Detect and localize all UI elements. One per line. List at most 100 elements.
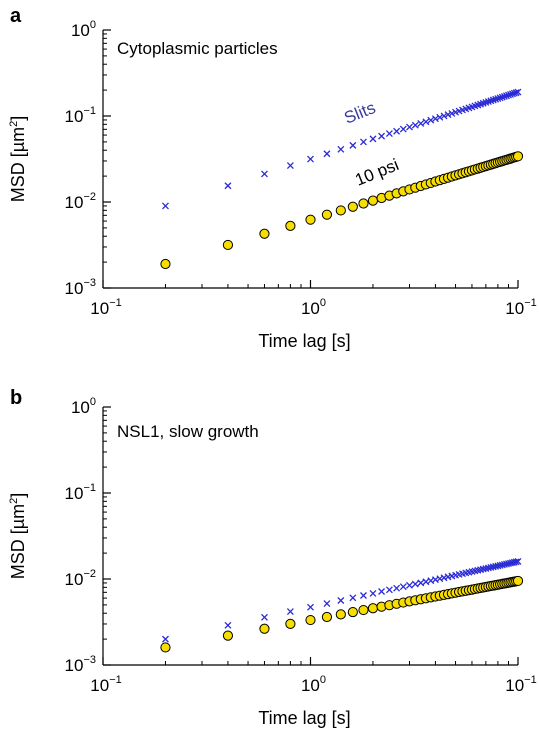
data-point-cross [508, 90, 516, 98]
x-tick-label: 10−1 [90, 297, 121, 318]
y-axis-title-close: ] [8, 116, 28, 121]
y-tick-label: 10−3 [65, 654, 96, 675]
data-point-cross [417, 119, 425, 127]
series-label: 10 psi [352, 155, 401, 190]
data-point-circle [160, 258, 171, 270]
y-axis-title: MSD [µm2] [8, 493, 28, 580]
y-tick-label-base: 10 [65, 484, 84, 503]
y-axis-title-main: MSD [µm [8, 504, 28, 579]
data-point-cross [261, 613, 268, 621]
y-tick-label-exponent: −3 [83, 654, 96, 666]
data-point-cross [307, 155, 314, 163]
data-point-circle [335, 609, 346, 620]
y-tick-label-base: 10 [71, 21, 90, 40]
data-point-cross [261, 170, 268, 178]
data-point-cross [385, 586, 393, 594]
x-tick-label-exponent: 0 [320, 297, 326, 309]
y-tick-label-base: 10 [65, 570, 84, 589]
data-point-cross [385, 130, 393, 138]
data-point-cross [514, 557, 522, 565]
data-point-cross [444, 111, 452, 119]
panel-annotation: NSL1, slow growth [117, 422, 259, 441]
y-tick-label: 10−2 [65, 191, 96, 212]
y-tick-label-base: 10 [65, 193, 84, 212]
data-point-circle [358, 604, 369, 616]
data-point-circle [347, 606, 358, 618]
data-point-circle [347, 201, 358, 212]
data-point-cross [498, 93, 506, 101]
x-axis-title: Time lag [s] [258, 331, 350, 351]
x-tick-label-base: 10 [301, 676, 320, 695]
x-tick-label-exponent: 0 [320, 674, 326, 686]
data-point-cross [307, 603, 314, 611]
data-point-cross [514, 88, 522, 96]
panel-label: a [10, 5, 22, 27]
data-point-cross [399, 125, 407, 133]
data-point-circle [259, 623, 270, 634]
y-axis-title-close: ] [8, 493, 28, 498]
data-point-cross [507, 90, 514, 98]
series-circles [160, 575, 524, 653]
data-point-circle [335, 205, 346, 216]
data-point-circle [285, 220, 296, 231]
data-point-cross [162, 202, 169, 210]
y-tick-label-base: 10 [65, 656, 84, 675]
panel-label: b [10, 387, 22, 409]
y-tick-label-exponent: −2 [83, 191, 96, 203]
data-point-cross [406, 581, 413, 589]
y-tick-label-exponent: −3 [83, 277, 96, 289]
y-tick-label-exponent: −1 [83, 482, 96, 494]
data-point-circle [259, 228, 270, 239]
data-point-cross [422, 118, 430, 126]
data-point-cross [323, 600, 331, 607]
series-crosses: Slits [162, 88, 522, 210]
x-tick-label-exponent: −1 [524, 674, 537, 686]
x-axis-title: Time lag [s] [258, 708, 350, 728]
data-point-circle [358, 198, 369, 209]
y-tick-label-exponent: −1 [83, 105, 96, 117]
data-point-circle [285, 618, 296, 629]
data-point-circle [305, 214, 316, 225]
data-point-cross [496, 94, 504, 102]
panel-annotation: Cytoplasmic particles [117, 39, 278, 58]
data-point-cross [360, 138, 367, 146]
y-tick-label: 100 [71, 19, 96, 40]
data-point-cross [360, 592, 367, 599]
series-label: Slits [341, 98, 378, 128]
data-point-circle [367, 195, 379, 206]
y-tick-label-base: 10 [71, 398, 90, 417]
y-tick-label-base: 10 [65, 107, 84, 126]
x-tick-label-exponent: −1 [524, 297, 537, 309]
data-point-circle [512, 151, 524, 162]
data-point-cross [494, 95, 502, 102]
data-point-cross [286, 162, 294, 170]
data-point-cross [337, 597, 345, 604]
y-tick-label-base: 10 [65, 279, 84, 298]
data-point-circle [512, 575, 524, 587]
data-point-cross [337, 145, 345, 153]
y-axis-title-main: MSD [µm [8, 127, 28, 202]
data-point-cross [399, 583, 407, 591]
x-tick-label-exponent: −1 [109, 297, 122, 309]
data-point-cross [286, 608, 294, 616]
data-point-cross [369, 589, 377, 597]
x-tick-label-base: 10 [505, 299, 524, 318]
y-tick-label: 100 [71, 396, 96, 417]
data-point-cross [349, 594, 357, 602]
series-circles: 10 psi [160, 151, 524, 270]
data-point-cross [431, 115, 439, 123]
data-point-cross [224, 621, 232, 629]
x-tick-label-base: 10 [90, 299, 109, 318]
x-tick-label-base: 10 [90, 676, 109, 695]
data-point-circle [367, 603, 379, 614]
y-tick-label-exponent: −2 [83, 568, 96, 580]
y-tick-label: 10−2 [65, 568, 96, 589]
data-point-cross [378, 132, 386, 140]
data-point-circle [321, 209, 333, 220]
data-point-cross [369, 135, 377, 143]
data-point-circle [160, 642, 171, 653]
y-axis-title-exponent: 2 [8, 498, 20, 504]
data-point-cross [349, 141, 357, 149]
